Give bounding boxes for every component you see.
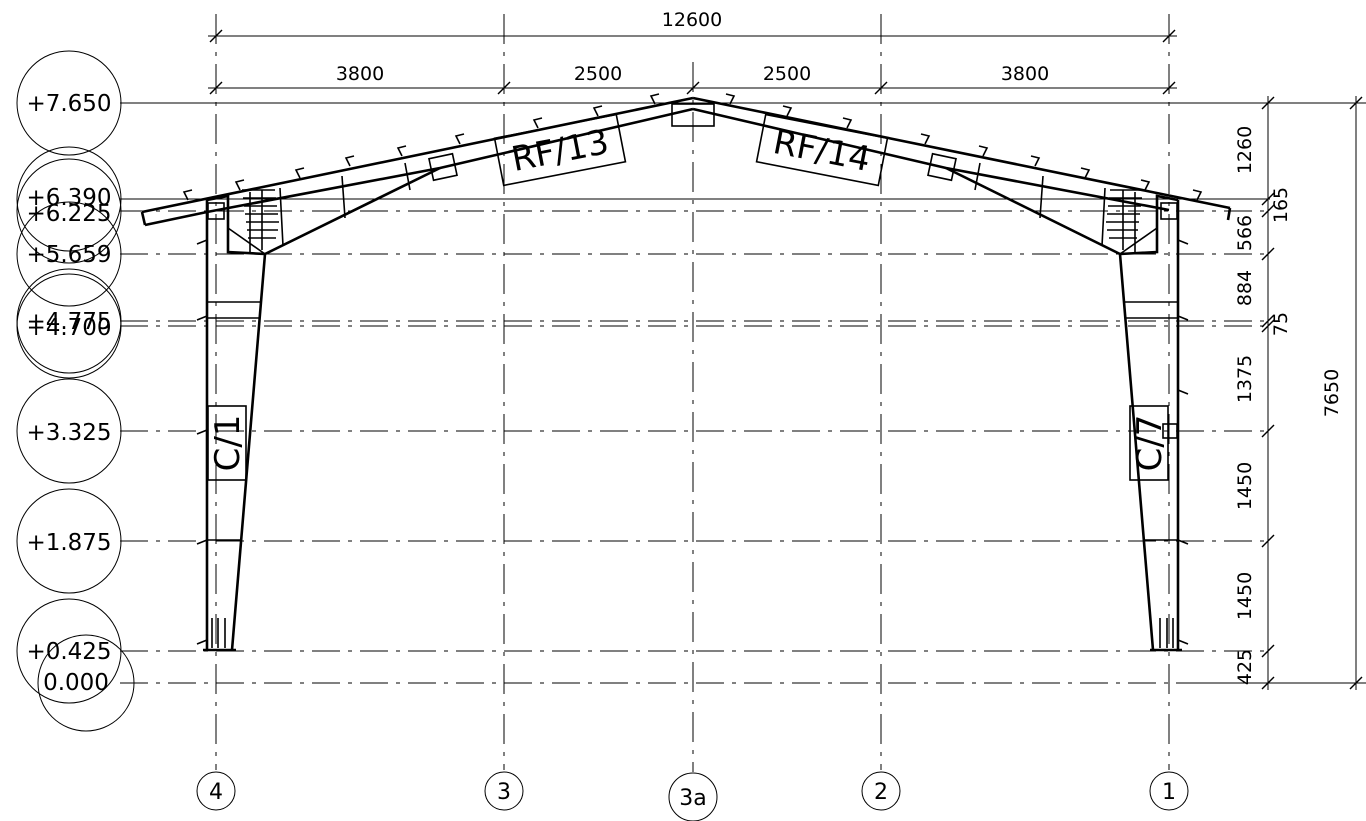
total-height-dimension: 7650 (1321, 369, 1343, 417)
right-haunch (945, 166, 1121, 256)
tag-rafter-right: RF/14 (755, 113, 889, 187)
svg-text:3a: 3a (679, 786, 706, 811)
level-label-0000: 0.000 (43, 670, 109, 696)
span-dimension-3: 2500 (763, 63, 811, 85)
seg-dim-1450a: 1450 (1234, 462, 1256, 510)
svg-text:C/1: C/1 (208, 415, 248, 472)
top-dimension-lines (208, 29, 1177, 95)
seg-dim-884: 884 (1234, 270, 1256, 306)
right-dimension-lines (1180, 96, 1366, 690)
svg-text:1: 1 (1162, 780, 1176, 805)
seg-dim-1260: 1260 (1234, 126, 1256, 174)
svg-text:RF/13: RF/13 (508, 122, 612, 180)
left-column-inner (230, 253, 267, 651)
grid-bubble-2: 2 (861, 771, 901, 811)
tag-rafter-left: RF/13 (493, 113, 627, 187)
span-dimension-2: 2500 (574, 63, 622, 85)
seg-dim-425: 425 (1234, 649, 1256, 685)
level-label-5659: +5.659 (26, 242, 111, 268)
tag-column-left: C/1 (207, 405, 248, 481)
level-label-1875: +1.875 (26, 530, 111, 556)
horizontal-level-lines (120, 102, 1270, 684)
grid-bubble-3a: 3a (668, 772, 718, 821)
level-label-4700: +4.700 (26, 315, 111, 341)
level-bubbles (16, 50, 135, 732)
left-haunch (264, 166, 441, 256)
grid-bubble-3: 3 (484, 771, 524, 811)
level-label-4775: +4.775 (26, 309, 111, 335)
seg-dim-75: 75 (1270, 312, 1292, 336)
seg-dim-566: 566 (1234, 215, 1256, 251)
level-label-6390: +6.390 (26, 185, 111, 211)
grid-bubble-4: 4 (196, 771, 236, 811)
overall-span-dimension: 12600 (662, 9, 722, 31)
grid-bubble-1: 1 (1149, 771, 1189, 811)
seg-dim-1450b: 1450 (1234, 572, 1256, 620)
right-column-inner (1118, 253, 1155, 651)
svg-text:2: 2 (874, 780, 888, 805)
tag-column-right: C/7 (1129, 405, 1170, 481)
seg-dim-165: 165 (1270, 187, 1292, 223)
span-dimension-1: 3800 (336, 63, 384, 85)
svg-text:C/7: C/7 (1130, 415, 1170, 472)
vertical-grid-lines (215, 14, 1170, 772)
seg-dim-1375: 1375 (1234, 355, 1256, 403)
span-dimension-4: 3800 (1001, 63, 1049, 85)
level-label-3325: +3.325 (26, 420, 111, 446)
level-label-6225: +6.225 (26, 201, 111, 227)
svg-text:3: 3 (497, 780, 511, 805)
level-label-7650: +7.650 (26, 91, 111, 117)
svg-text:4: 4 (209, 780, 223, 805)
steel-frame (140, 93, 1232, 652)
level-label-0425: +0.425 (26, 639, 111, 665)
